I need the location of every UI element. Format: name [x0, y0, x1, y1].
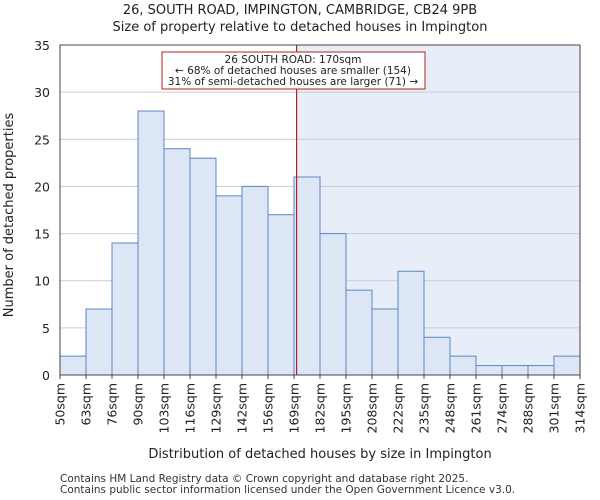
- histogram-bar: [189, 157, 217, 376]
- x-tick-label: 103sqm: [157, 383, 172, 433]
- annotation-line-2: ← 68% of detached houses are smaller (15…: [175, 65, 411, 77]
- x-tick-label: 314sqm: [573, 383, 588, 433]
- x-tick-label: 182sqm: [313, 383, 328, 433]
- histogram-bar: [163, 148, 191, 376]
- histogram-bar: [111, 242, 139, 376]
- histogram-bar: [59, 355, 87, 376]
- histogram-bar: [553, 355, 581, 376]
- x-tick-label: 63sqm: [79, 383, 94, 426]
- histogram-bar: [371, 308, 399, 376]
- y-tick-label: 0: [42, 368, 50, 383]
- histogram-bar: [319, 233, 347, 376]
- footer-licence: Contains public sector information licen…: [60, 484, 516, 496]
- y-tick-label: 20: [34, 179, 50, 194]
- histogram-bar: [137, 110, 165, 376]
- footer-copyright: Contains HM Land Registry data © Crown c…: [60, 473, 469, 485]
- x-tick-label: 235sqm: [417, 383, 432, 433]
- x-tick-label: 156sqm: [261, 383, 276, 433]
- x-tick-label: 90sqm: [131, 383, 146, 426]
- histogram-bar: [241, 185, 269, 376]
- histogram-bar: [449, 355, 477, 376]
- y-tick-label: 25: [34, 132, 50, 147]
- histogram-bar: [397, 270, 425, 376]
- x-tick-label: 274sqm: [495, 383, 510, 433]
- y-tick-label: 5: [42, 321, 50, 336]
- x-tick-label: 248sqm: [443, 383, 458, 433]
- x-axis-label: Distribution of detached houses by size …: [148, 447, 491, 462]
- x-tick-label: 288sqm: [521, 383, 536, 433]
- histogram-bar: [423, 336, 451, 376]
- y-axis-label: Number of detached properties: [2, 113, 17, 318]
- histogram-bar: [267, 214, 295, 376]
- annotation-line-3: 31% of semi-detached houses are larger (…: [168, 76, 419, 88]
- histogram-bar: [527, 365, 555, 376]
- x-tick-label: 301sqm: [547, 383, 562, 433]
- x-tick-label: 142sqm: [235, 383, 250, 433]
- histogram-bar: [501, 365, 529, 376]
- x-tick-label: 208sqm: [365, 383, 380, 433]
- x-tick-label: 261sqm: [469, 383, 484, 433]
- y-tick-label: 15: [34, 227, 50, 242]
- x-tick-label: 116sqm: [183, 383, 198, 433]
- annotation-box: [161, 51, 426, 90]
- x-tick-label: 169sqm: [287, 383, 302, 433]
- x-tick-label: 129sqm: [209, 383, 224, 433]
- x-tick-label: 50sqm: [53, 383, 68, 426]
- x-tick-label: 222sqm: [391, 383, 406, 433]
- histogram-bar: [293, 176, 321, 376]
- histogram-bar: [215, 195, 243, 376]
- chart-title-address: 26, SOUTH ROAD, IMPINGTON, CAMBRIDGE, CB…: [122, 3, 478, 18]
- histogram-bar: [345, 289, 373, 376]
- x-tick-label: 195sqm: [339, 383, 354, 433]
- y-tick-label: 35: [34, 38, 50, 53]
- x-tick-label: 76sqm: [105, 383, 120, 426]
- annotation-line-1: 26 SOUTH ROAD: 170sqm: [225, 54, 362, 66]
- histogram-bar: [85, 308, 113, 376]
- y-tick-label: 10: [34, 274, 50, 289]
- chart-title: Size of property relative to detached ho…: [112, 20, 488, 35]
- y-tick-label: 30: [34, 85, 50, 100]
- histogram-bar: [475, 365, 503, 376]
